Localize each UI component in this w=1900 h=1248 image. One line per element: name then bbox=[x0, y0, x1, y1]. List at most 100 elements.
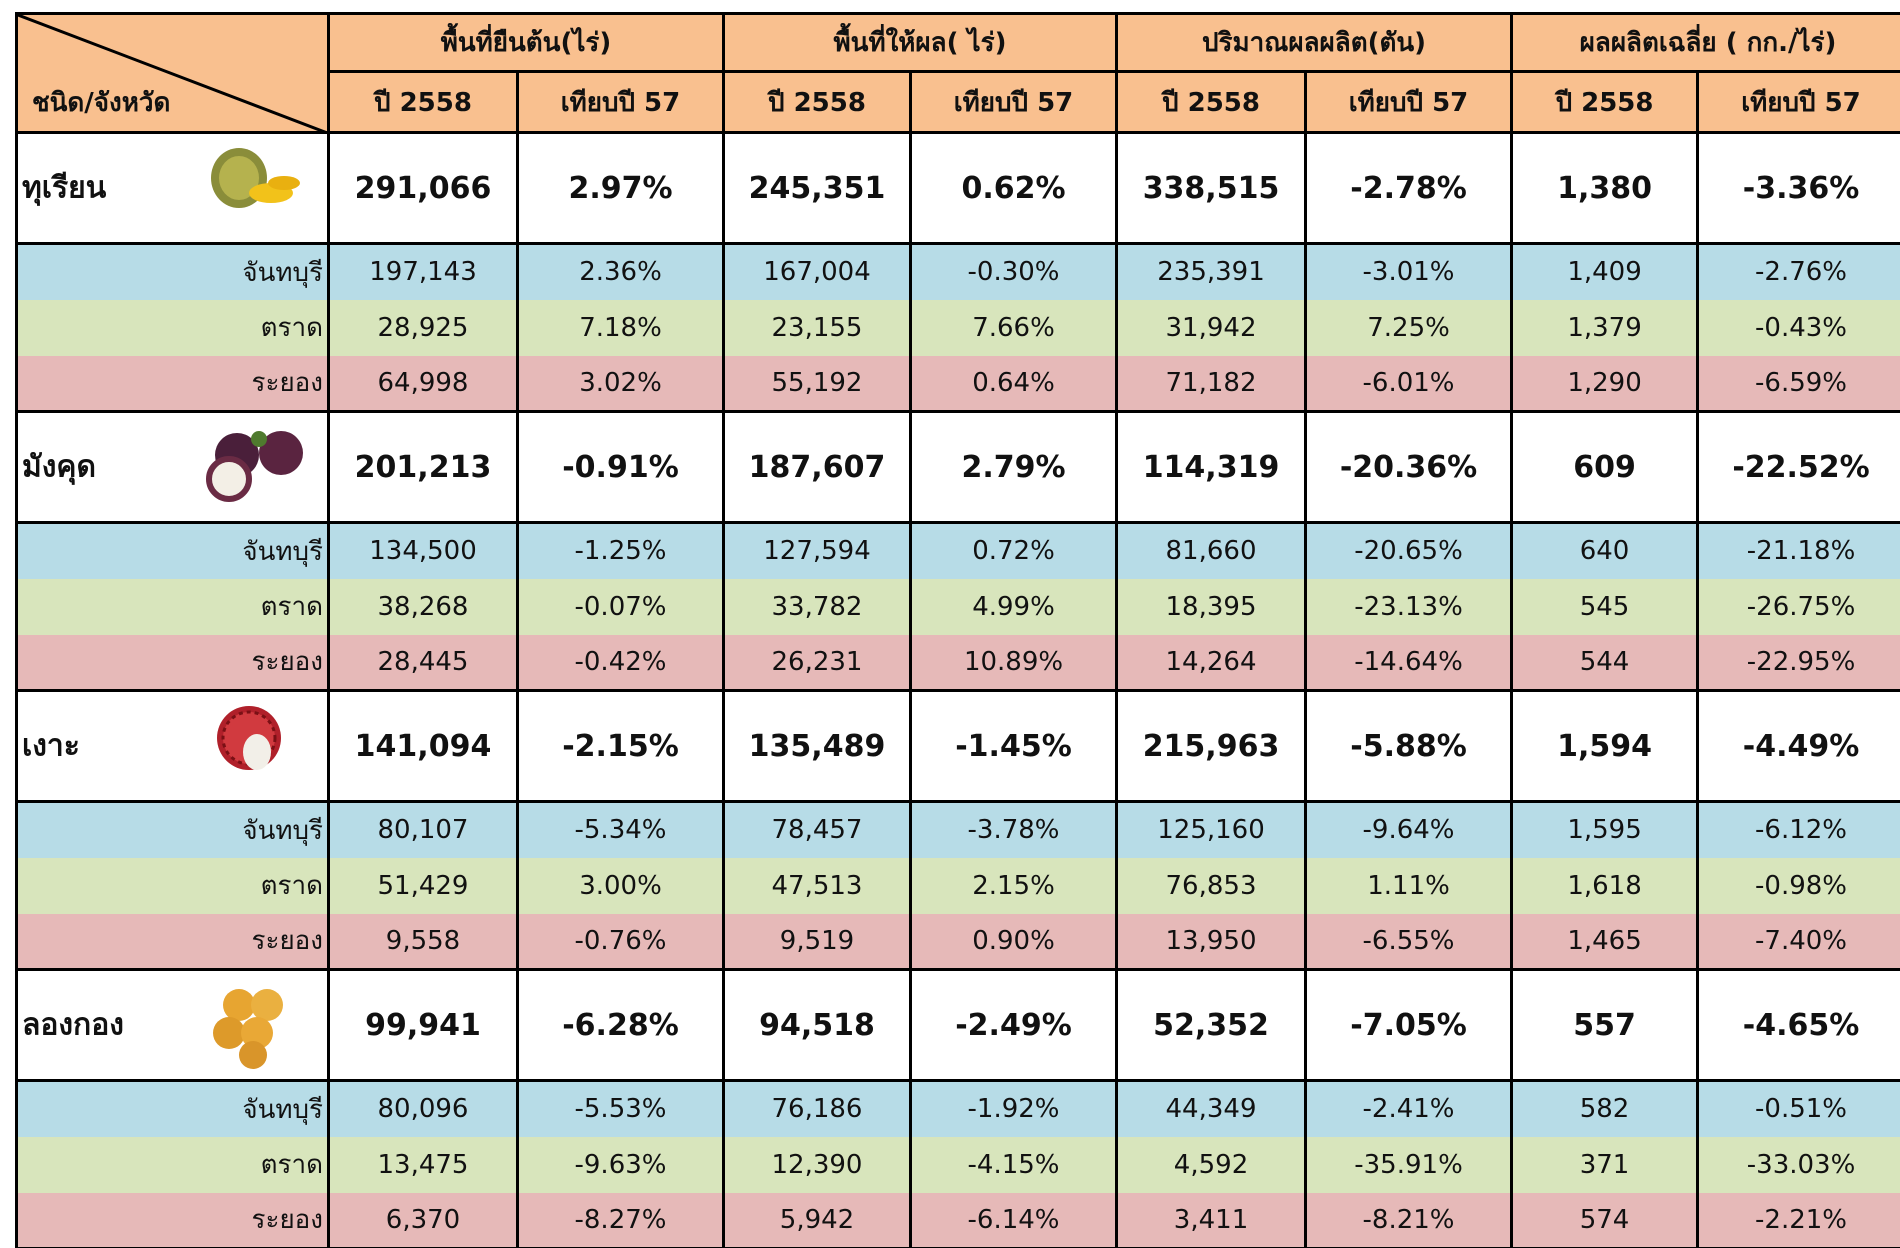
province-row: ตราด51,4293.00%47,5132.15%76,8531.11%1,6… bbox=[17, 858, 1900, 914]
fruit-value: -3.36% bbox=[1698, 133, 1900, 244]
province-value: 13,950 bbox=[1117, 914, 1306, 970]
sub-header: เทียบปี 57 bbox=[518, 72, 724, 133]
fruit-value: 2.79% bbox=[911, 412, 1117, 523]
province-name: ตราด bbox=[17, 1137, 329, 1193]
fruit-value: 141,094 bbox=[329, 691, 518, 802]
fruit-name: เงาะ bbox=[22, 723, 80, 770]
province-value: 10.89% bbox=[911, 635, 1117, 691]
province-value: -2.76% bbox=[1698, 244, 1900, 300]
fruit-value: -0.91% bbox=[518, 412, 724, 523]
province-value: 33,782 bbox=[724, 579, 911, 635]
page: ชนิด/จังหวัด พื้นที่ยืนต้น(ไร่)พื้นที่ให… bbox=[0, 0, 1900, 1248]
fruit-name-cell: ลองกอง bbox=[17, 970, 329, 1081]
sub-header: เทียบปี 57 bbox=[1306, 72, 1512, 133]
province-value: 0.64% bbox=[911, 356, 1117, 412]
fruit-value: -20.36% bbox=[1306, 412, 1512, 523]
sub-header: เทียบปี 57 bbox=[911, 72, 1117, 133]
province-value: -4.15% bbox=[911, 1137, 1117, 1193]
province-value: -0.42% bbox=[518, 635, 724, 691]
province-value: 574 bbox=[1512, 1193, 1698, 1248]
province-value: 76,853 bbox=[1117, 858, 1306, 914]
province-value: 12,390 bbox=[724, 1137, 911, 1193]
province-value: -6.14% bbox=[911, 1193, 1117, 1248]
province-value: 6,370 bbox=[329, 1193, 518, 1248]
province-row: ตราด28,9257.18%23,1557.66%31,9427.25%1,3… bbox=[17, 300, 1900, 356]
province-value: 4.99% bbox=[911, 579, 1117, 635]
fruit-name: ทุเรียน bbox=[22, 165, 106, 212]
province-name: จันทบุรี bbox=[17, 244, 329, 300]
fruit-value: 609 bbox=[1512, 412, 1698, 523]
province-value: 26,231 bbox=[724, 635, 911, 691]
province-value: -20.65% bbox=[1306, 523, 1512, 579]
province-value: 125,160 bbox=[1117, 802, 1306, 858]
province-value: -21.18% bbox=[1698, 523, 1900, 579]
fruit-name-cell: มังคุด bbox=[17, 412, 329, 523]
fruit-value: -2.49% bbox=[911, 970, 1117, 1081]
province-name: จันทบุรี bbox=[17, 802, 329, 858]
province-value: 3.02% bbox=[518, 356, 724, 412]
province-value: -1.25% bbox=[518, 523, 724, 579]
province-value: 1,618 bbox=[1512, 858, 1698, 914]
province-value: -6.55% bbox=[1306, 914, 1512, 970]
province-value: -8.21% bbox=[1306, 1193, 1512, 1248]
province-value: -0.98% bbox=[1698, 858, 1900, 914]
province-value: -33.03% bbox=[1698, 1137, 1900, 1193]
fruit-value: -5.88% bbox=[1306, 691, 1512, 802]
province-row: ตราด38,268-0.07%33,7824.99%18,395-23.13%… bbox=[17, 579, 1900, 635]
fruit-name: มังคุด bbox=[22, 444, 96, 491]
fruit-value: -22.52% bbox=[1698, 412, 1900, 523]
group-header: ผลผลิตเฉลี่ย ( กก./ไร่) bbox=[1512, 14, 1900, 72]
province-row: จันทบุรี80,107-5.34%78,457-3.78%125,160-… bbox=[17, 802, 1900, 858]
province-name: จันทบุรี bbox=[17, 1081, 329, 1137]
province-value: 582 bbox=[1512, 1081, 1698, 1137]
province-value: 1,409 bbox=[1512, 244, 1698, 300]
fruit-value: 94,518 bbox=[724, 970, 911, 1081]
province-value: 18,395 bbox=[1117, 579, 1306, 635]
province-value: 167,004 bbox=[724, 244, 911, 300]
province-row: จันทบุรี197,1432.36%167,004-0.30%235,391… bbox=[17, 244, 1900, 300]
fruit-value: 0.62% bbox=[911, 133, 1117, 244]
province-value: 31,942 bbox=[1117, 300, 1306, 356]
fruit-value: 99,941 bbox=[329, 970, 518, 1081]
province-value: 1,379 bbox=[1512, 300, 1698, 356]
province-value: 7.66% bbox=[911, 300, 1117, 356]
sub-header: ปี 2558 bbox=[329, 72, 518, 133]
province-value: -1.92% bbox=[911, 1081, 1117, 1137]
corner-label: ชนิด/จังหวัด bbox=[32, 88, 170, 118]
province-value: -9.63% bbox=[518, 1137, 724, 1193]
fruit-value: 291,066 bbox=[329, 133, 518, 244]
province-value: 2.36% bbox=[518, 244, 724, 300]
fruit-table: ชนิด/จังหวัด พื้นที่ยืนต้น(ไร่)พื้นที่ให… bbox=[15, 12, 1900, 1248]
province-value: -0.51% bbox=[1698, 1081, 1900, 1137]
corner-cell: ชนิด/จังหวัด bbox=[17, 14, 329, 133]
province-row: จันทบุรี134,500-1.25%127,5940.72%81,660-… bbox=[17, 523, 1900, 579]
province-value: 1,465 bbox=[1512, 914, 1698, 970]
province-value: -6.59% bbox=[1698, 356, 1900, 412]
province-value: -23.13% bbox=[1306, 579, 1512, 635]
fruit-name: ลองกอง bbox=[22, 1002, 124, 1049]
group-header: พื้นที่ให้ผล( ไร่) bbox=[724, 14, 1117, 72]
province-value: 1,290 bbox=[1512, 356, 1698, 412]
province-value: -6.12% bbox=[1698, 802, 1900, 858]
province-value: 51,429 bbox=[329, 858, 518, 914]
province-name: ตราด bbox=[17, 579, 329, 635]
fruit-value: -6.28% bbox=[518, 970, 724, 1081]
sub-header: ปี 2558 bbox=[1512, 72, 1698, 133]
province-row: ระยอง9,558-0.76%9,5190.90%13,950-6.55%1,… bbox=[17, 914, 1900, 970]
province-value: -5.53% bbox=[518, 1081, 724, 1137]
fruit-value: 187,607 bbox=[724, 412, 911, 523]
table-wrap: ชนิด/จังหวัด พื้นที่ยืนต้น(ไร่)พื้นที่ให… bbox=[15, 12, 1900, 1248]
province-value: -35.91% bbox=[1306, 1137, 1512, 1193]
province-value: -8.27% bbox=[518, 1193, 724, 1248]
province-value: 1.11% bbox=[1306, 858, 1512, 914]
province-row: ระยอง64,9983.02%55,1920.64%71,182-6.01%1… bbox=[17, 356, 1900, 412]
province-value: 0.72% bbox=[911, 523, 1117, 579]
province-value: 44,349 bbox=[1117, 1081, 1306, 1137]
province-value: -7.40% bbox=[1698, 914, 1900, 970]
province-value: 545 bbox=[1512, 579, 1698, 635]
province-value: -0.76% bbox=[518, 914, 724, 970]
